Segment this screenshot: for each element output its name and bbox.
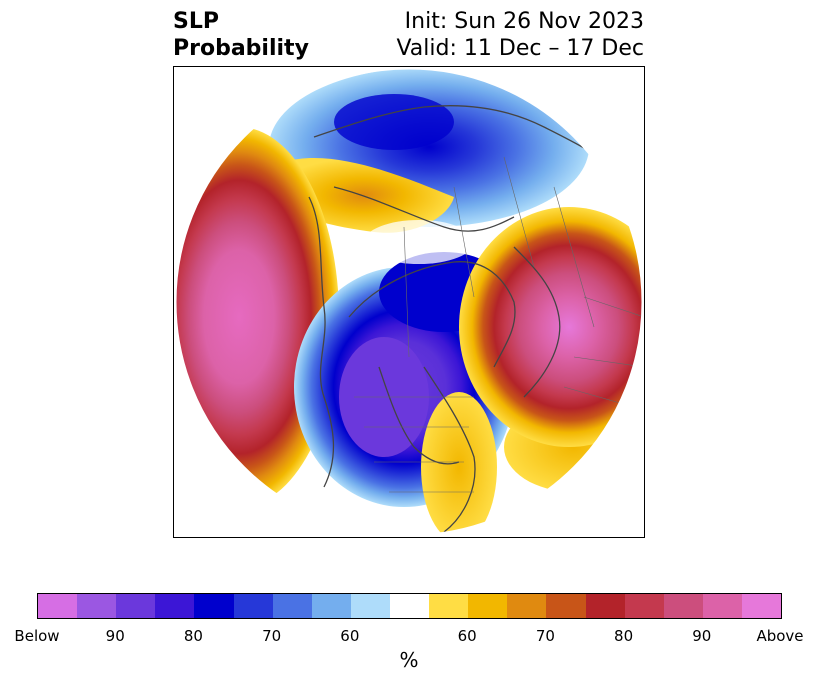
map-title: SLP Probability — [173, 8, 309, 62]
colorbar-tick-label: 70 — [535, 627, 555, 645]
title-type: Probability — [173, 36, 309, 61]
title-variable: SLP — [173, 9, 219, 34]
colorbar-swatch — [272, 594, 312, 618]
colorbar-swatch — [38, 594, 78, 618]
colorbar-swatch — [741, 594, 782, 618]
colorbar-tick-label: 60 — [340, 627, 360, 645]
colorbar-swatch — [311, 594, 351, 618]
colorbar-tick-label: 70 — [262, 627, 282, 645]
colorbar-tick-label: Above — [756, 627, 804, 645]
colorbar-swatch — [468, 594, 508, 618]
polar-map — [173, 66, 645, 538]
colorbar-swatch — [350, 594, 390, 618]
colorbar-swatch — [624, 594, 664, 618]
valid-range: Valid: 11 Dec – 17 Dec — [396, 36, 644, 61]
colorbar — [37, 593, 782, 619]
colorbar-swatch — [546, 594, 586, 618]
colorbar-tick-label: 90 — [692, 627, 712, 645]
init-date: Init: Sun 26 Nov 2023 — [404, 9, 644, 34]
colorbar-swatch — [507, 594, 547, 618]
colorbar-unit: % — [399, 648, 419, 672]
colorbar-swatch — [233, 594, 273, 618]
colorbar-swatch — [116, 594, 156, 618]
colorbar-swatch — [702, 594, 742, 618]
colorbar-tick-label: 90 — [105, 627, 125, 645]
colorbar-swatch — [77, 594, 117, 618]
colorbar-tick-label: 80 — [183, 627, 203, 645]
colorbar-swatch — [429, 594, 469, 618]
probability-field — [175, 68, 643, 536]
colorbar-swatch — [585, 594, 625, 618]
forecast-dates: Init: Sun 26 Nov 2023 Valid: 11 Dec – 17… — [396, 8, 644, 62]
colorbar-swatch — [155, 594, 195, 618]
colorbar-swatch — [194, 594, 234, 618]
colorbar-tick-label: 80 — [614, 627, 634, 645]
colorbar-tick-label: 60 — [457, 627, 477, 645]
colorbar-swatch — [389, 594, 430, 618]
colorbar-swatch — [663, 594, 703, 618]
colorbar-tick-label: Below — [14, 627, 60, 645]
